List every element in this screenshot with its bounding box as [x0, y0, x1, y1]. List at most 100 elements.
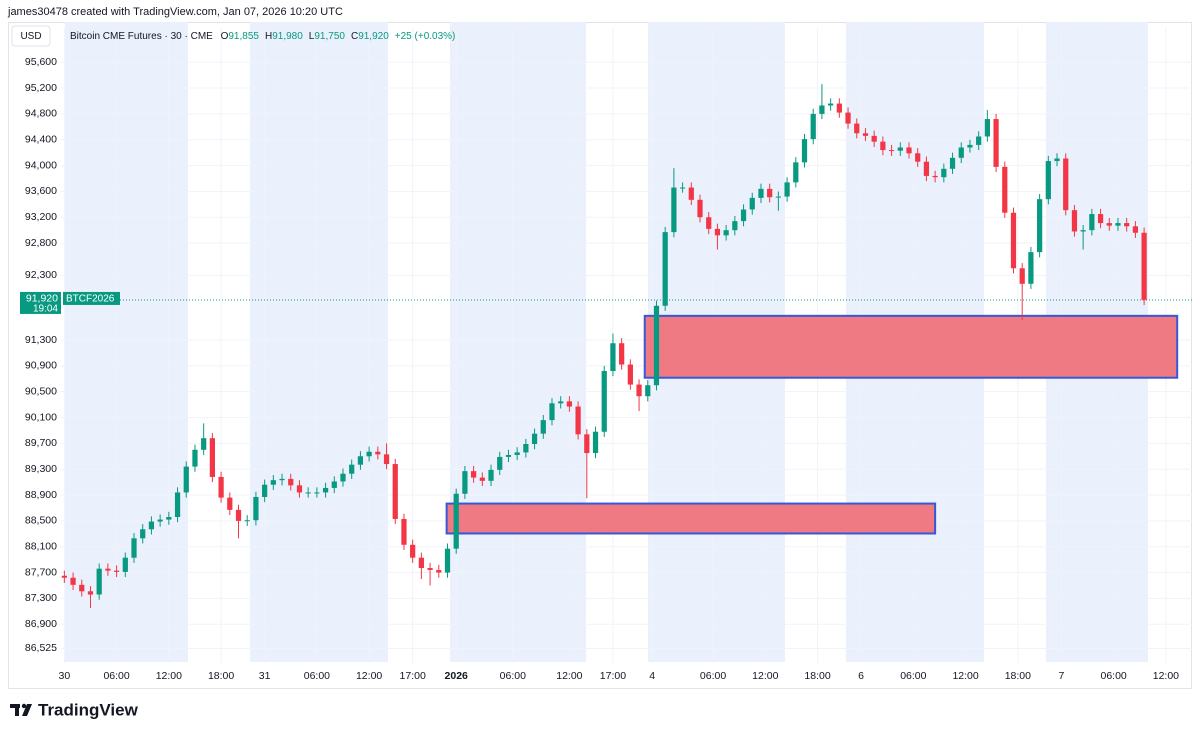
candle-body — [418, 557, 424, 569]
session-band — [250, 22, 388, 662]
candle-body — [619, 343, 625, 365]
x-tick-label: 30 — [59, 670, 71, 682]
candle-body — [549, 403, 555, 421]
candle-body — [235, 509, 242, 521]
logo-part — [22, 704, 32, 716]
candle-body — [793, 162, 799, 183]
candle-body — [801, 139, 808, 163]
candle-body — [1124, 223, 1130, 227]
candle-body — [1010, 212, 1017, 269]
candle-body — [436, 569, 442, 573]
x-tick-label: 06:00 — [900, 670, 926, 682]
legend-key: O — [221, 31, 229, 42]
candle-body — [488, 469, 494, 481]
candle-body — [70, 577, 76, 585]
candle-body — [697, 199, 703, 218]
candle-body — [140, 529, 146, 539]
candle-body — [270, 480, 276, 485]
x-tick-label: 4 — [649, 670, 655, 682]
x-tick-label: 18:00 — [804, 670, 830, 682]
session-band — [65, 22, 188, 662]
candle-body — [375, 451, 381, 455]
x-tick-label: 2026 — [445, 670, 469, 682]
symbol: Bitcoin CME Futures · 30 · CME — [70, 31, 213, 42]
candle-body — [941, 168, 947, 178]
brand-logo — [10, 703, 32, 716]
candle-body — [444, 548, 451, 573]
candle-body — [1097, 214, 1104, 224]
candle-body — [714, 228, 721, 236]
candle-body — [209, 438, 215, 477]
candle-body — [296, 485, 303, 493]
x-tick-label: 18:00 — [1005, 670, 1031, 682]
candle-body — [575, 406, 581, 435]
candle-body — [1106, 223, 1112, 226]
x-tick-label: 17:00 — [400, 670, 426, 682]
last-price-label: 91,920 — [26, 293, 58, 305]
symbol-tag: BTCF2026 — [66, 294, 115, 305]
brand: TradingView — [38, 700, 139, 719]
y-tick-label: 91,300 — [25, 334, 57, 346]
x-tick-label: 12:00 — [356, 670, 382, 682]
candle-body — [497, 456, 503, 470]
y-tick-label: 93,200 — [25, 211, 57, 223]
y-tick-label: 89,700 — [25, 437, 57, 449]
candle-body — [253, 496, 259, 521]
x-tick-label: 06:00 — [304, 670, 330, 682]
legend-key: L — [309, 31, 315, 42]
candle-body — [566, 401, 573, 407]
zone — [445, 502, 937, 535]
candle-body — [322, 487, 329, 493]
candle-body — [828, 103, 834, 106]
logo-part — [15, 704, 19, 716]
candle-body — [775, 196, 781, 198]
y-tick-label: 95,200 — [25, 82, 57, 94]
candle-body — [305, 492, 311, 494]
legend-value: 91,750 — [314, 31, 345, 42]
candle-body — [915, 153, 921, 162]
x-tick-label: 31 — [259, 670, 271, 682]
x-tick-label: 7 — [1058, 670, 1064, 682]
candle-body — [723, 230, 729, 236]
candle-body — [131, 538, 137, 558]
candle-body — [427, 568, 433, 570]
candle-body — [949, 157, 956, 169]
x-tick-label: 12:00 — [556, 670, 582, 682]
currency-box[interactable] — [11, 25, 51, 47]
candle-body — [1080, 230, 1086, 232]
candle-body — [880, 141, 886, 151]
candle-body — [514, 452, 520, 455]
candle-body — [392, 464, 398, 519]
y-tick-label: 94,400 — [25, 134, 57, 146]
currency[interactable]: USD — [20, 31, 41, 42]
candle-body — [410, 544, 416, 558]
candle-body — [96, 568, 102, 595]
y-tick-label: 88,900 — [25, 489, 57, 501]
y-tick-label: 94,000 — [25, 159, 57, 171]
labels: 95,600 95,200 94,800 94,400 94,000 93,600 93,2… — [20, 56, 1179, 682]
candle-body — [1141, 232, 1147, 300]
x-tick-label: 6 — [858, 670, 864, 682]
candle-body — [758, 188, 764, 198]
candle-body — [340, 473, 346, 482]
candle-body — [1037, 199, 1043, 253]
candle-body — [148, 521, 155, 530]
candle-body — [845, 112, 851, 124]
countdown: 19:04 — [33, 304, 58, 315]
candle-body — [401, 518, 407, 545]
candle-body — [662, 232, 668, 306]
candle-body — [183, 466, 189, 493]
candle-body — [453, 493, 459, 549]
candle-body — [61, 575, 67, 578]
logo-part — [21, 703, 27, 709]
candle-body — [349, 464, 355, 474]
candle-body — [540, 420, 546, 434]
candle-body — [87, 591, 94, 595]
y-tick-label: 93,600 — [25, 185, 57, 197]
x-tick-label: 06:00 — [103, 670, 129, 682]
x-tick-label: 12:00 — [156, 670, 182, 682]
candle-body — [558, 401, 564, 404]
candle-body — [1115, 223, 1121, 226]
candle-body — [1045, 161, 1051, 200]
candle-body — [479, 477, 485, 481]
